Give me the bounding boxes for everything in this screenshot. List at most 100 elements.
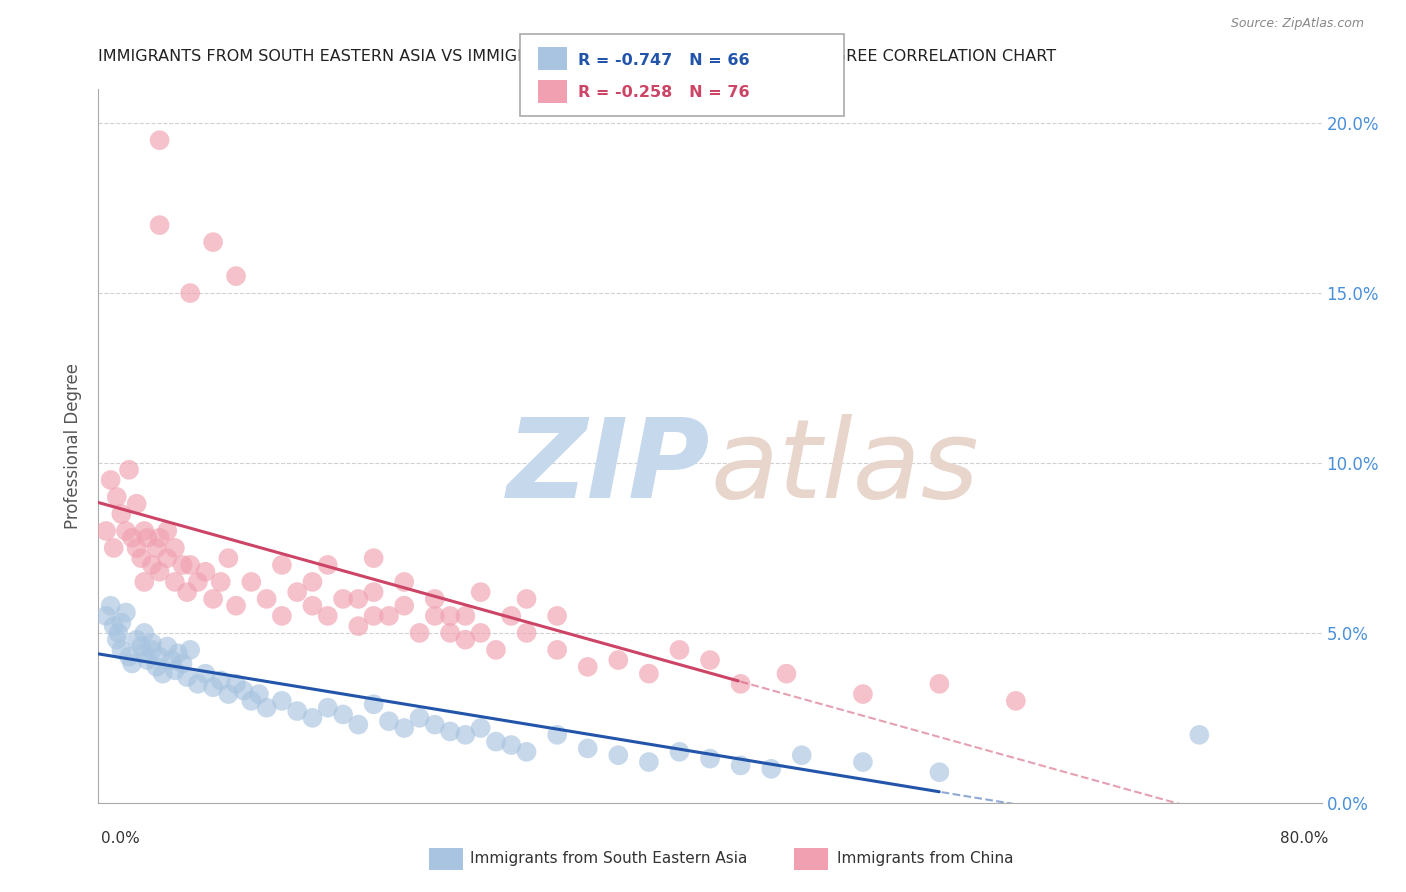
Point: [408, 711, 430, 725]
Point: [172, 657, 194, 671]
Point: [118, 463, 141, 477]
Point: [270, 558, 294, 572]
Point: [172, 558, 194, 572]
Point: [516, 745, 538, 759]
Point: [100, 599, 122, 613]
Point: [240, 574, 263, 589]
Point: [225, 599, 247, 613]
Point: [454, 728, 477, 742]
Point: [392, 721, 416, 735]
Point: [129, 640, 152, 654]
Point: [439, 608, 461, 623]
Point: [730, 677, 752, 691]
Point: [149, 531, 172, 545]
Point: [187, 574, 209, 589]
Point: [141, 558, 163, 572]
Text: R = -0.258   N = 76: R = -0.258 N = 76: [578, 86, 749, 100]
Point: [156, 524, 179, 538]
Point: [163, 663, 186, 677]
Point: [699, 751, 721, 765]
Point: [110, 643, 132, 657]
Point: [378, 714, 401, 729]
Point: [852, 687, 875, 701]
Point: [408, 626, 430, 640]
Point: [225, 269, 247, 284]
Text: R = -0.747   N = 66: R = -0.747 N = 66: [578, 54, 749, 68]
Point: [121, 531, 143, 545]
Point: [134, 626, 156, 640]
Y-axis label: Professional Degree: Professional Degree: [65, 363, 83, 529]
Point: [225, 677, 247, 691]
Point: [332, 707, 354, 722]
Point: [546, 643, 568, 657]
Point: [110, 507, 132, 521]
Point: [163, 541, 186, 555]
Point: [501, 738, 523, 752]
Point: [423, 591, 446, 606]
Point: [100, 473, 122, 487]
Point: [125, 632, 148, 647]
Point: [316, 558, 339, 572]
Point: [179, 558, 201, 572]
Point: [316, 700, 339, 714]
Point: [576, 660, 599, 674]
Point: [392, 574, 416, 589]
Point: [439, 724, 461, 739]
Point: [115, 606, 138, 620]
Point: [134, 524, 156, 538]
Point: [1188, 728, 1211, 742]
Point: [607, 653, 630, 667]
Point: [454, 632, 477, 647]
Point: [103, 619, 125, 633]
Point: [285, 585, 308, 599]
Point: [202, 591, 225, 606]
Point: [546, 608, 568, 623]
Point: [256, 700, 278, 714]
Point: [392, 599, 416, 613]
Point: [928, 677, 950, 691]
Point: [167, 646, 190, 660]
Point: [454, 608, 477, 623]
Text: ZIP: ZIP: [506, 414, 710, 521]
Point: [301, 574, 323, 589]
Point: [209, 574, 232, 589]
Point: [125, 541, 148, 555]
Point: [136, 531, 159, 545]
Point: [775, 666, 797, 681]
Point: [94, 608, 117, 623]
Point: [423, 717, 446, 731]
Point: [378, 608, 401, 623]
Point: [209, 673, 232, 688]
Point: [149, 218, 172, 232]
Text: 0.0%: 0.0%: [101, 831, 141, 846]
Point: [607, 748, 630, 763]
Point: [301, 711, 323, 725]
Point: [332, 591, 354, 606]
Point: [232, 683, 254, 698]
Point: [134, 646, 156, 660]
Point: [156, 551, 179, 566]
Point: [516, 591, 538, 606]
Point: [347, 619, 370, 633]
Point: [149, 649, 172, 664]
Point: [134, 574, 156, 589]
Point: [470, 585, 492, 599]
Point: [152, 666, 174, 681]
Text: Immigrants from South Eastern Asia: Immigrants from South Eastern Asia: [470, 852, 747, 866]
Point: [576, 741, 599, 756]
Point: [852, 755, 875, 769]
Point: [790, 748, 813, 763]
Point: [363, 585, 385, 599]
Point: [638, 666, 661, 681]
Point: [217, 551, 239, 566]
Text: 80.0%: 80.0%: [1281, 831, 1329, 846]
Point: [270, 608, 294, 623]
Point: [141, 643, 163, 657]
Point: [176, 670, 198, 684]
Point: [928, 765, 950, 780]
Point: [301, 599, 323, 613]
Point: [145, 660, 167, 674]
Point: [107, 626, 129, 640]
Point: [110, 615, 132, 630]
Point: [363, 698, 385, 712]
